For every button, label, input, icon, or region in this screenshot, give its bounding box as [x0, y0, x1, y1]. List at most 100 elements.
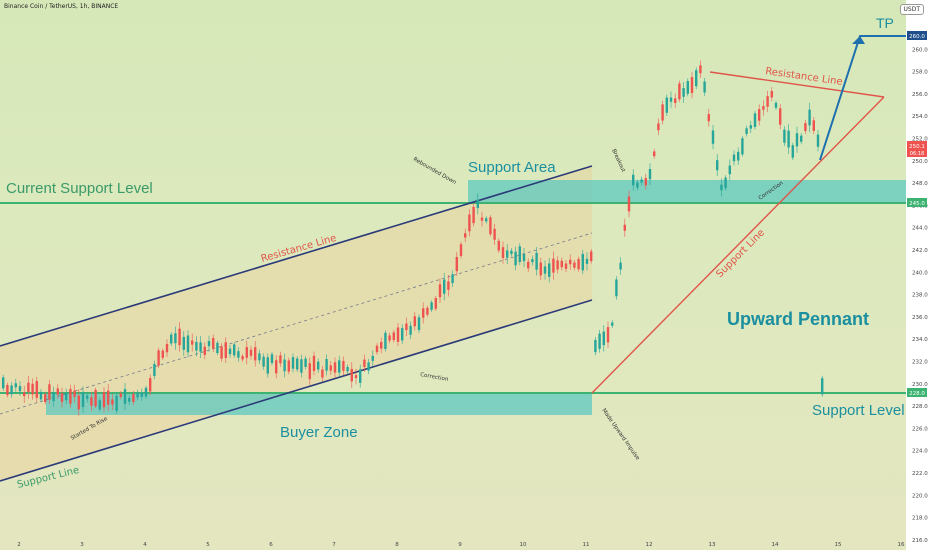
candle-body	[682, 88, 685, 97]
candle-body	[598, 333, 601, 349]
y-tick-label: 234.0	[912, 337, 928, 343]
candle-body	[497, 240, 500, 251]
candle-body	[249, 349, 253, 356]
candle-body	[317, 361, 320, 370]
candle-body	[573, 262, 576, 268]
resistance-right-text: Resistance Line	[765, 66, 844, 88]
candle-body	[732, 154, 736, 162]
candle-body	[44, 394, 47, 403]
candle-body	[695, 70, 698, 87]
candles	[2, 60, 824, 416]
candle-body	[728, 165, 731, 175]
candle-body	[144, 387, 148, 397]
candle-body	[493, 228, 496, 240]
candle-body	[69, 388, 72, 404]
candle-body	[569, 259, 572, 265]
candle-body	[699, 65, 702, 74]
candle-body	[396, 327, 400, 342]
rebounded-text: Rebounded Down	[412, 157, 457, 187]
candle-body	[39, 391, 43, 400]
candle-body	[720, 184, 723, 191]
candle-body	[640, 179, 643, 183]
candle-body	[312, 355, 316, 371]
candle-body	[611, 322, 614, 326]
candle-body	[804, 123, 807, 131]
candle-body	[581, 253, 584, 271]
candle-body	[27, 382, 30, 392]
candle-body	[224, 342, 227, 358]
candle-body	[115, 395, 118, 411]
candle-body	[18, 386, 22, 392]
candle-body	[472, 206, 475, 224]
candle-body	[774, 102, 778, 108]
support-low-label: 228.0	[909, 391, 925, 397]
correction-mid-text: Correction	[420, 372, 450, 383]
buyer-zone-text: Buyer Zone	[280, 424, 358, 441]
candle-body	[279, 355, 282, 364]
candle-body	[237, 351, 240, 358]
candle-body	[451, 274, 454, 284]
x-tick-label: 16	[898, 542, 905, 548]
candle-body	[468, 214, 471, 232]
candle-body	[98, 400, 101, 410]
x-tick-label: 4	[143, 542, 147, 548]
candle-body	[661, 104, 664, 121]
breakout-text: Breakout	[610, 148, 626, 174]
currency-badge[interactable]: USDT	[899, 4, 924, 15]
candle-body	[552, 258, 555, 273]
candle-body	[254, 347, 257, 361]
candle-body	[199, 342, 202, 352]
candle-body	[737, 151, 740, 161]
candle-body	[363, 359, 366, 367]
candle-body	[262, 356, 265, 367]
candle-body	[149, 378, 152, 392]
candle-body	[808, 109, 811, 126]
candle-body	[560, 260, 563, 268]
candle-body	[325, 359, 328, 371]
candle-body	[86, 395, 89, 399]
candle-body	[102, 392, 106, 408]
candle-body	[283, 359, 286, 372]
candle-body	[65, 392, 68, 401]
candle-body	[287, 360, 290, 372]
candle-body	[476, 199, 479, 209]
candle-body	[485, 218, 488, 222]
candle-body	[766, 96, 769, 107]
candle-body	[333, 362, 337, 373]
candle-body	[107, 390, 110, 405]
candle-body	[787, 130, 790, 148]
support-low-tag	[907, 388, 927, 397]
candle-body	[745, 128, 748, 134]
candle-body	[821, 378, 824, 395]
candle-body	[207, 341, 211, 347]
candle-body	[220, 346, 223, 359]
candle-body	[644, 178, 647, 186]
y-tick-label: 224.0	[912, 449, 928, 455]
support-high-label: 245.0	[909, 201, 925, 207]
countdown-label: 06:18	[910, 151, 924, 157]
target-arrowhead	[852, 36, 865, 44]
y-tick-label: 228.0	[912, 404, 928, 410]
candle-body	[233, 344, 236, 356]
candle-body	[522, 253, 526, 262]
candle-body	[422, 308, 425, 318]
candle-body	[132, 393, 135, 402]
candle-body	[270, 354, 274, 364]
candle-body	[153, 364, 156, 376]
candle-body	[174, 333, 177, 344]
candle-body	[165, 344, 169, 353]
candle-body	[354, 375, 358, 379]
y-tick-label: 218.0	[912, 516, 928, 522]
candle-body	[157, 350, 160, 366]
candle-body	[94, 389, 97, 407]
current-support-text: Current Support Level	[6, 180, 153, 197]
candle-body	[195, 341, 198, 351]
pennant-text: Upward Pennant	[727, 309, 869, 329]
candle-body	[359, 369, 362, 383]
x-tick-label: 6	[269, 542, 273, 548]
candle-body	[514, 251, 517, 266]
candle-body	[258, 353, 261, 361]
x-tick-label: 3	[80, 542, 84, 548]
